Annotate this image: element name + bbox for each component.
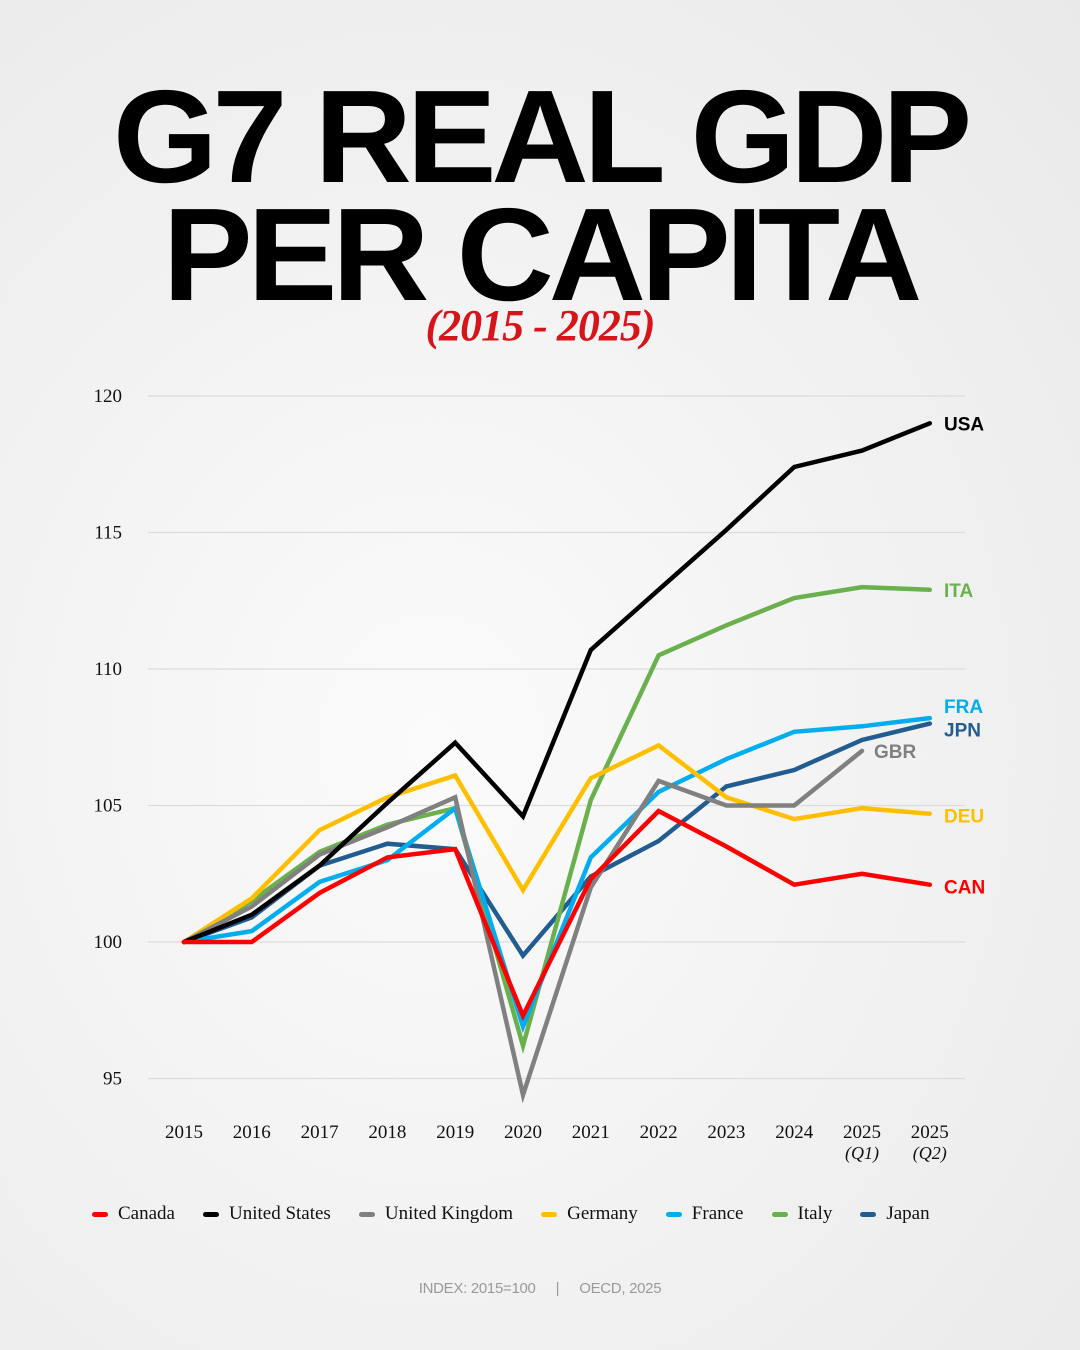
end-label-can: CAN bbox=[944, 878, 985, 899]
footer-separator: | bbox=[555, 1280, 560, 1297]
legend-item-jpn: Japan bbox=[860, 1203, 930, 1225]
series-line-ita bbox=[181, 584, 933, 1055]
legend-item-can: Canada bbox=[92, 1203, 175, 1225]
end-label-ita: ITA bbox=[944, 581, 973, 602]
legend-swatch bbox=[771, 1211, 788, 1217]
y-tick-label: 105 bbox=[94, 796, 123, 817]
series-lines bbox=[181, 421, 933, 1104]
y-tick-label: 95 bbox=[103, 1069, 122, 1090]
series-line-gbr bbox=[181, 748, 865, 1104]
legend-swatch bbox=[358, 1211, 375, 1217]
x-tick-label: 2018 bbox=[368, 1122, 406, 1143]
end-label-gbr: GBR bbox=[874, 742, 917, 763]
y-tick-label: 110 bbox=[94, 659, 122, 680]
legend-label: France bbox=[691, 1203, 744, 1224]
source-note: OECD, 2025 bbox=[579, 1280, 662, 1297]
x-tick-label: 2022 bbox=[640, 1122, 678, 1143]
legend-label: United States bbox=[228, 1203, 331, 1224]
x-tick-label: 2023 bbox=[707, 1122, 745, 1143]
index-note: INDEX: 2015=100 bbox=[418, 1280, 536, 1297]
x-tick-label: 2021 bbox=[572, 1122, 610, 1143]
x-tick-label: 2019 bbox=[436, 1122, 474, 1143]
x-tick-label: 2024 bbox=[775, 1122, 814, 1143]
legend-label: Japan bbox=[886, 1203, 930, 1224]
end-labels: USA ITA FRA JPN GBR DEU CAN bbox=[874, 414, 985, 898]
x-axis-ticks: 2015 2016 2017 2018 2019 2020 2021 2022 2023 2024… bbox=[165, 1122, 949, 1164]
title-line-2: PER CAPITA bbox=[162, 181, 923, 328]
legend-item-gbr: United Kingdom bbox=[358, 1203, 514, 1225]
y-axis-ticks: 95 100 105 110 115 120 bbox=[94, 386, 123, 1090]
x-tick-label: 2025 bbox=[911, 1122, 949, 1143]
legend-label: United Kingdom bbox=[384, 1203, 514, 1224]
series-line-deu bbox=[181, 742, 933, 945]
gridlines bbox=[148, 395, 965, 1080]
series-line-usa bbox=[181, 421, 933, 945]
legend-swatch bbox=[665, 1211, 682, 1217]
legend-swatch bbox=[202, 1211, 219, 1217]
x-tick-label: 2025 bbox=[843, 1122, 881, 1143]
title-line-1: G7 REAL GDP bbox=[112, 63, 972, 210]
legend-item-deu: Germany bbox=[541, 1203, 638, 1225]
end-label-jpn: JPN bbox=[944, 721, 981, 742]
x-tick-label: 2017 bbox=[301, 1122, 339, 1143]
y-tick-label: 100 bbox=[94, 932, 123, 953]
legend: Canada United States United Kingdom Germany… bbox=[92, 1203, 992, 1225]
legend-label: Italy bbox=[797, 1203, 833, 1224]
legend-label: Canada bbox=[118, 1203, 175, 1224]
legend-label: Germany bbox=[567, 1203, 638, 1224]
subtitle: (2015 - 2025) bbox=[425, 301, 656, 350]
legend-item-fra: France bbox=[665, 1203, 744, 1225]
x-tick-label: 2015 bbox=[165, 1122, 203, 1143]
legend-swatch bbox=[860, 1211, 877, 1217]
legend-swatch bbox=[92, 1211, 108, 1217]
y-tick-label: 120 bbox=[94, 386, 123, 407]
legend-item-ita: Italy bbox=[771, 1203, 833, 1225]
x-tick-sublabel: (Q1) bbox=[845, 1143, 879, 1164]
end-label-fra: FRA bbox=[944, 697, 983, 718]
x-tick-label: 2020 bbox=[504, 1122, 542, 1143]
legend-item-usa: United States bbox=[202, 1203, 331, 1225]
series-line-can bbox=[181, 808, 933, 1022]
series-line-fra bbox=[181, 715, 933, 1034]
x-tick-sublabel: (Q2) bbox=[913, 1143, 947, 1164]
y-tick-label: 115 bbox=[94, 523, 122, 544]
x-tick-label: 2016 bbox=[233, 1122, 271, 1143]
legend-swatch bbox=[541, 1211, 558, 1217]
end-label-usa: USA bbox=[944, 414, 984, 435]
footer: INDEX: 2015=100 | OECD, 2025 bbox=[0, 1280, 1080, 1297]
end-label-deu: DEU bbox=[944, 807, 984, 828]
